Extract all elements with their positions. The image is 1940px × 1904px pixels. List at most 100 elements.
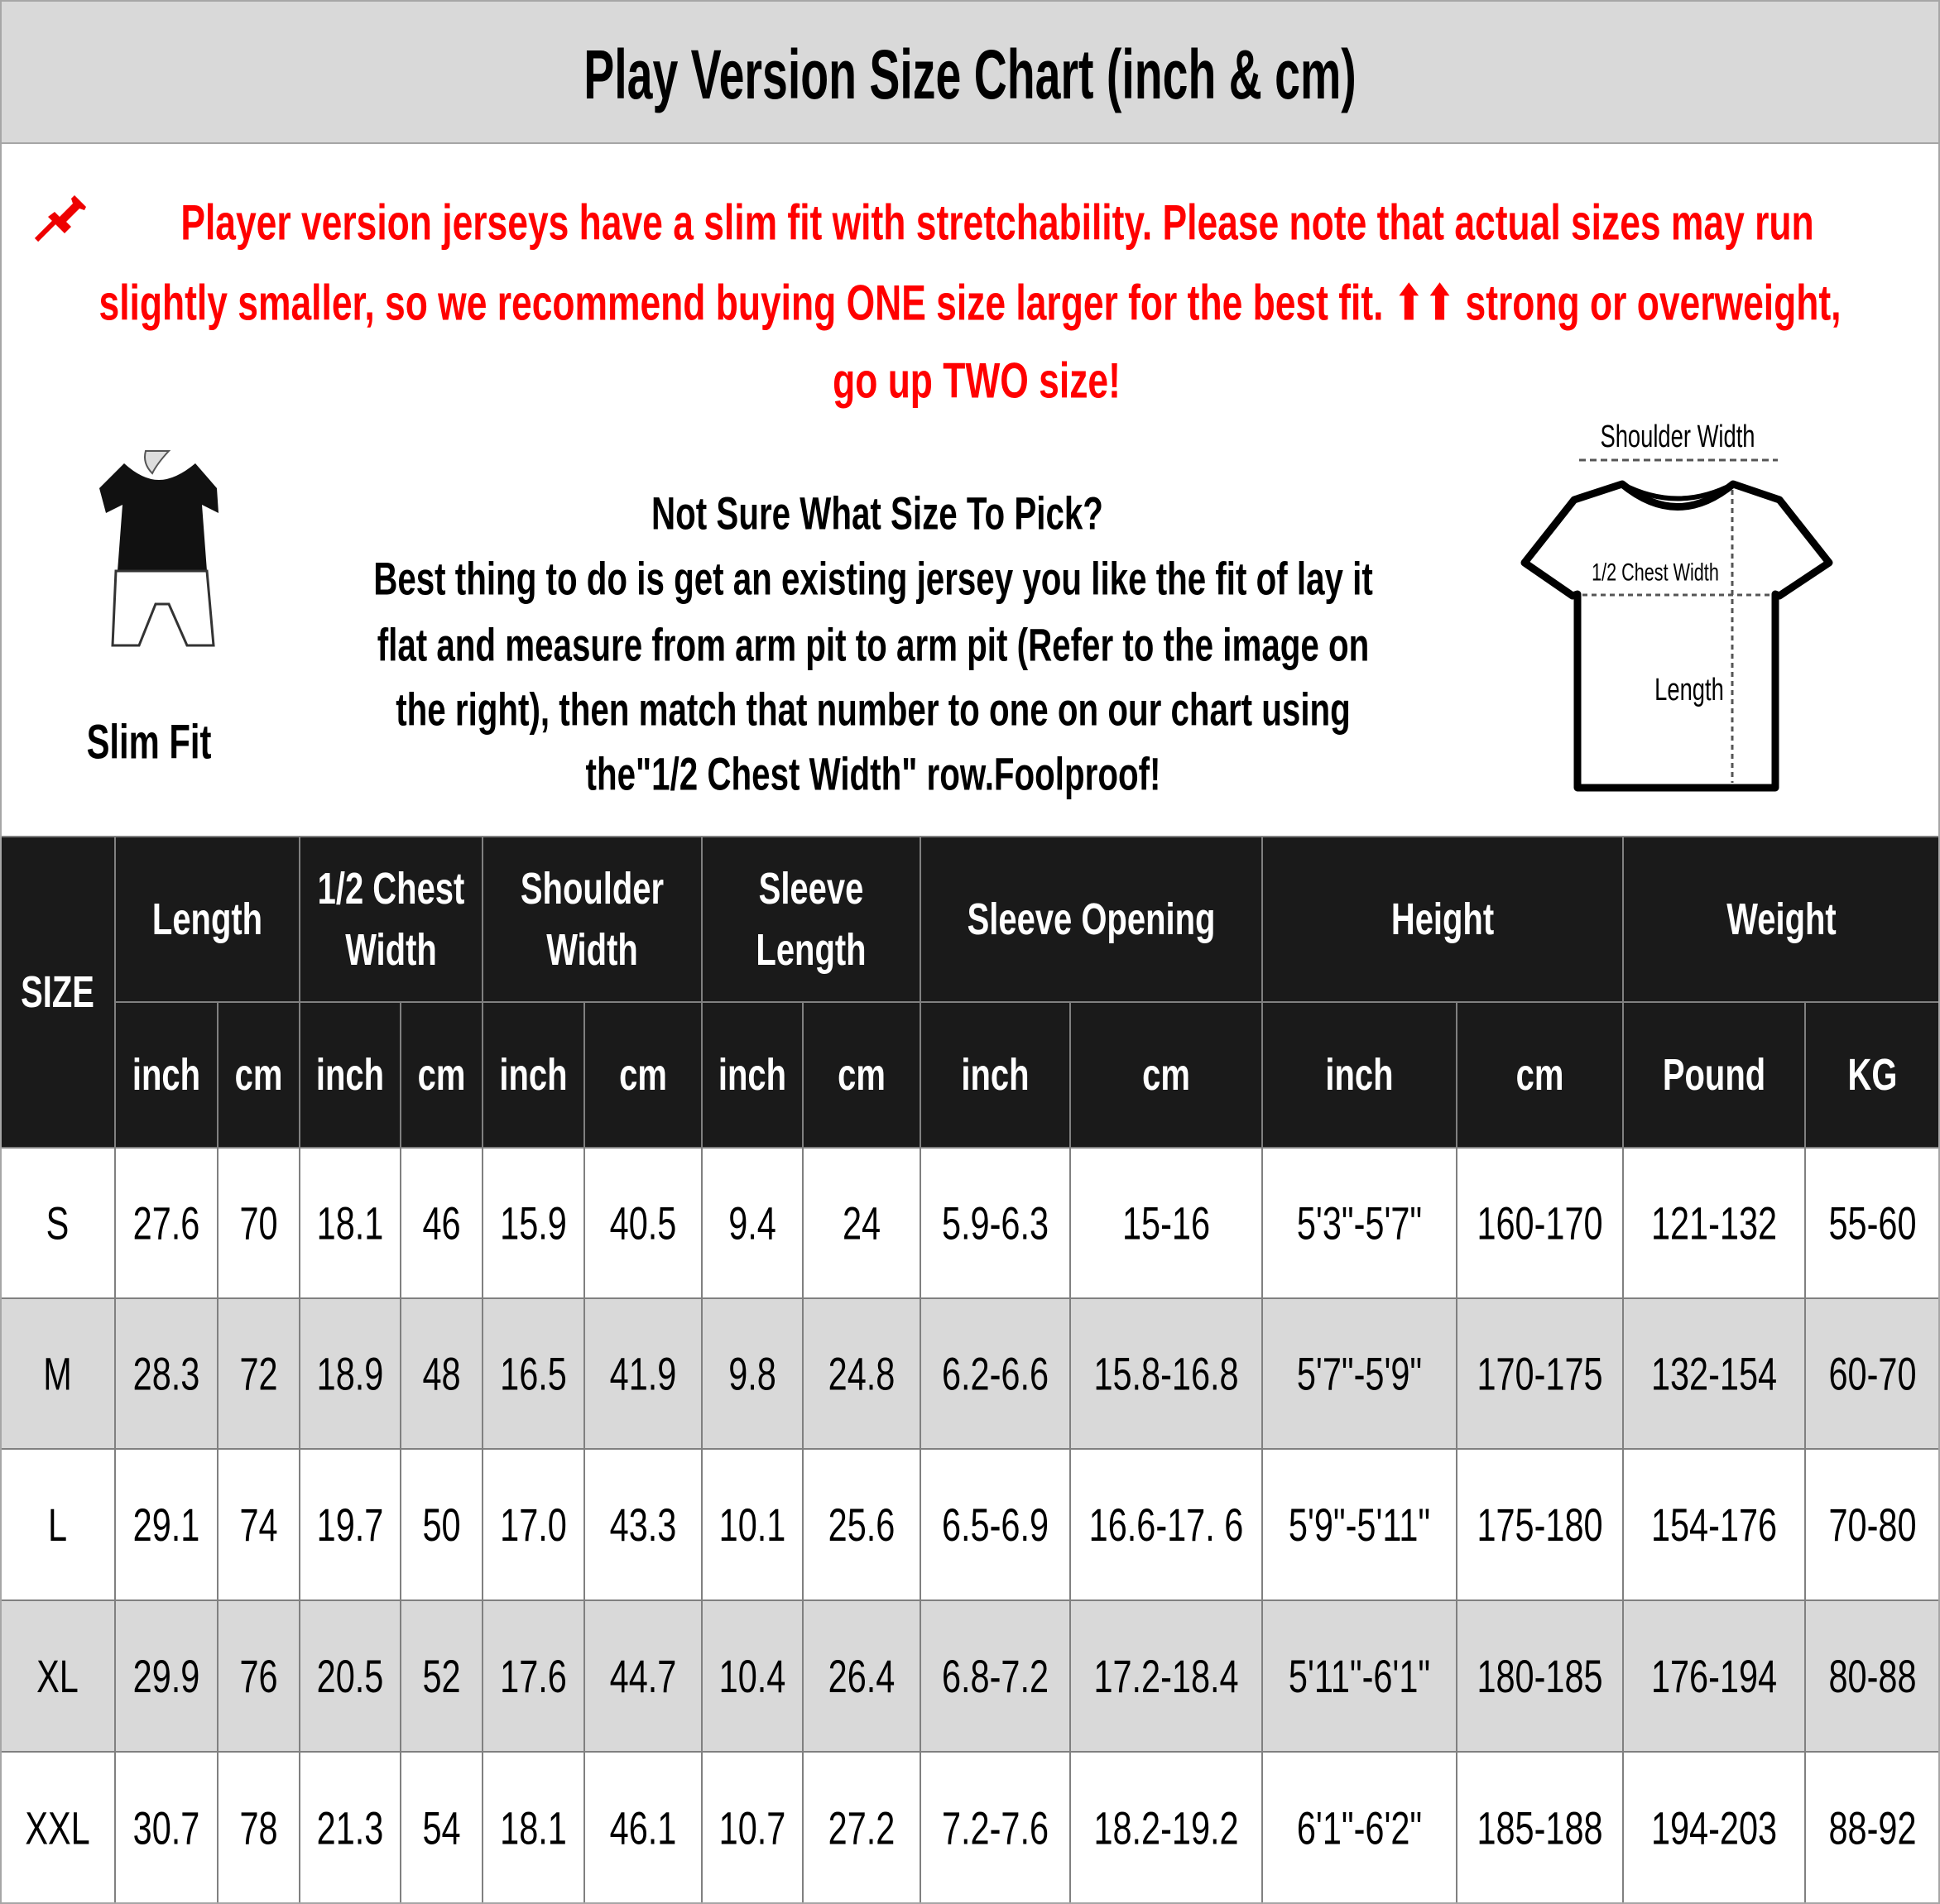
value-cell: 41.9 [610, 1348, 677, 1400]
value-cell: 70 [239, 1197, 277, 1249]
value-cell: 15.8-16.8 [1093, 1348, 1238, 1400]
value-cell: 54 [422, 1802, 460, 1854]
title-band [0, 0, 1940, 144]
header-background [0, 837, 1940, 1148]
value-cell: 18.2-19.2 [1093, 1802, 1238, 1854]
size-cell: S [46, 1197, 70, 1249]
group-header: Length [152, 894, 262, 944]
unit-header: inch [1325, 1050, 1393, 1100]
notice-line: Player version jerseys have a slim fit w… [180, 195, 1813, 251]
value-cell: 7.2-7.6 [942, 1802, 1049, 1854]
value-cell: 6.2-6.6 [942, 1348, 1049, 1400]
value-cell: 76 [239, 1650, 277, 1702]
unit-header: inch [316, 1050, 384, 1100]
row-background [0, 1600, 1940, 1752]
value-cell: 28.3 [133, 1348, 200, 1400]
value-cell: 44.7 [610, 1650, 677, 1702]
value-cell: 15-16 [1122, 1197, 1210, 1249]
value-cell: 80-88 [1829, 1650, 1917, 1702]
value-cell: 29.1 [133, 1499, 200, 1551]
value-cell: 26.4 [828, 1650, 896, 1702]
row-background [0, 1298, 1940, 1449]
value-cell: 132-154 [1651, 1348, 1777, 1400]
unit-header: inch [499, 1050, 567, 1100]
group-header: Width [546, 925, 638, 975]
value-cell: 176-194 [1651, 1650, 1777, 1702]
value-cell: 5'11"-6'1" [1289, 1650, 1430, 1702]
unit-header: cm [619, 1050, 667, 1100]
value-cell: 74 [239, 1499, 277, 1551]
value-cell: 16.6-17. 6 [1089, 1499, 1244, 1551]
group-header: Shoulder [521, 864, 664, 914]
advice-line: Best thing to do is get an existing jers… [373, 553, 1373, 605]
group-header: Length [756, 925, 866, 975]
value-cell: 194-203 [1651, 1802, 1777, 1854]
value-cell: 78 [239, 1802, 277, 1854]
row-background [0, 1752, 1940, 1904]
value-cell: 17.0 [500, 1499, 567, 1551]
shirt-diagram [1520, 458, 1833, 792]
value-cell: 27.6 [133, 1197, 200, 1249]
diagram-label: Shoulder Width [1600, 420, 1755, 454]
value-cell: 160-170 [1477, 1197, 1602, 1249]
value-cell: 9.8 [728, 1348, 776, 1400]
group-header: Width [345, 925, 437, 975]
size-cell: L [48, 1499, 67, 1551]
unit-header: KG [1848, 1050, 1898, 1100]
advice-line: Not Sure What Size To Pick? [651, 487, 1103, 540]
size-cell: M [43, 1348, 72, 1400]
value-cell: 19.7 [317, 1499, 384, 1551]
row-background [0, 1449, 1940, 1600]
value-cell: 5'9"-5'11" [1289, 1499, 1430, 1551]
size-cell: XL [36, 1650, 79, 1702]
unit-header: inch [718, 1050, 786, 1100]
value-cell: 70-80 [1829, 1499, 1917, 1551]
size-header: SIZE [21, 967, 94, 1017]
value-cell: 24 [843, 1197, 881, 1249]
value-cell: 21.3 [317, 1802, 384, 1854]
value-cell: 43.3 [610, 1499, 677, 1551]
advice-line: the"1/2 Chest Width" row.Foolproof! [586, 748, 1161, 800]
unit-header: cm [838, 1050, 886, 1100]
value-cell: 6'1"-6'2" [1297, 1802, 1422, 1854]
size-cell: XXL [25, 1802, 89, 1854]
unit-header: cm [1516, 1050, 1564, 1100]
group-header: Weight [1726, 894, 1836, 944]
value-cell: 10.4 [719, 1650, 786, 1702]
slim-fit-icon [99, 450, 218, 647]
value-cell: 18.1 [500, 1802, 567, 1854]
unit-header: inch [961, 1050, 1029, 1100]
value-cell: 5'3"-5'7" [1297, 1197, 1422, 1249]
value-cell: 24.8 [828, 1348, 896, 1400]
fit-label: Slim Fit [87, 716, 212, 770]
unit-header: cm [235, 1050, 283, 1100]
value-cell: 18.1 [317, 1197, 384, 1249]
value-cell: 6.8-7.2 [942, 1650, 1049, 1702]
value-cell: 60-70 [1829, 1348, 1917, 1400]
group-header: Height [1391, 894, 1494, 944]
value-cell: 154-176 [1651, 1499, 1777, 1551]
value-cell: 121-132 [1651, 1197, 1777, 1249]
value-cell: 18.9 [317, 1348, 384, 1400]
value-cell: 9.4 [728, 1197, 776, 1249]
unit-header: cm [1142, 1050, 1190, 1100]
value-cell: 46.1 [610, 1802, 677, 1854]
notice-line: go up TWO size! [833, 353, 1121, 409]
value-cell: 29.9 [133, 1650, 200, 1702]
advice-line: flat and measure from arm pit to arm pit… [377, 619, 1370, 671]
advice-line: the right), then match that number to on… [396, 683, 1351, 736]
value-cell: 17.2-18.4 [1093, 1650, 1238, 1702]
diagram-label: Length [1654, 673, 1724, 707]
value-cell: 6.5-6.9 [942, 1499, 1049, 1551]
unit-header: cm [418, 1050, 466, 1100]
value-cell: 50 [422, 1499, 460, 1551]
value-cell: 10.7 [719, 1802, 786, 1854]
value-cell: 40.5 [610, 1197, 677, 1249]
value-cell: 25.6 [828, 1499, 896, 1551]
group-header: 1/2 Chest [318, 864, 465, 914]
value-cell: 46 [422, 1197, 460, 1249]
value-cell: 52 [422, 1650, 460, 1702]
pin-icon [34, 195, 86, 242]
